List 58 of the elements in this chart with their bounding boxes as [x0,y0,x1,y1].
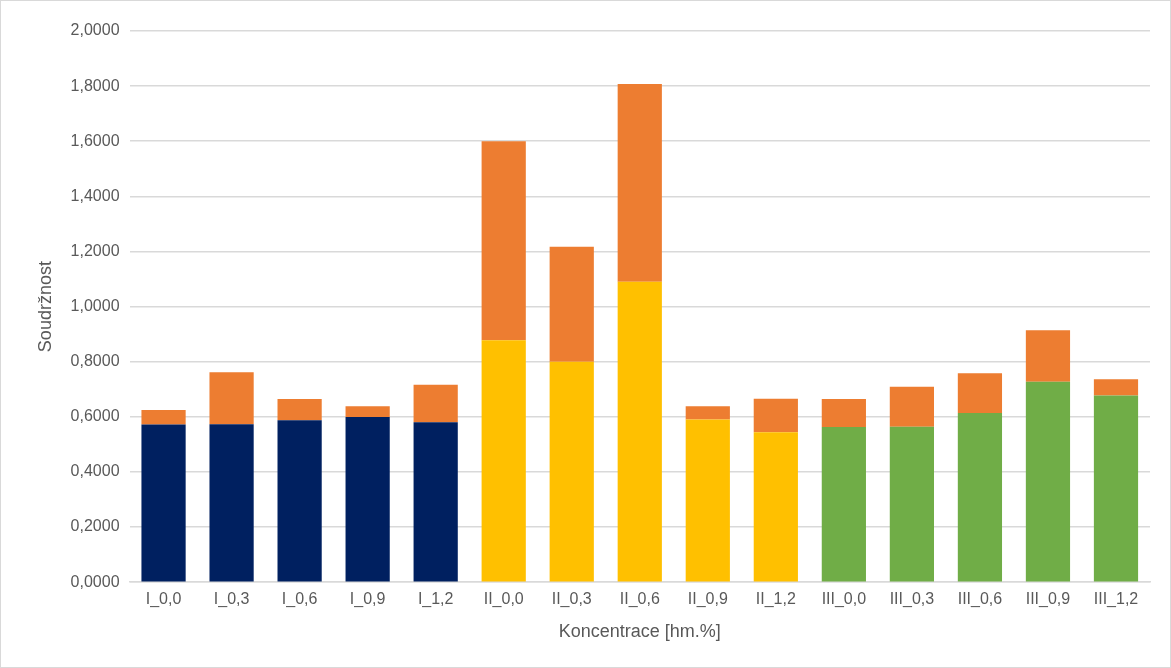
y-tick-label: 0,6000 [70,407,120,425]
x-tick-label: I_0,6 [281,590,318,609]
x-tick-label: III_0,3 [889,590,935,609]
bar [753,398,798,433]
x-tick-label: II_0,6 [619,590,660,609]
bar [957,373,1003,413]
x-tick-label: II_0,3 [551,590,592,609]
bar [549,361,594,582]
bar [821,427,866,582]
bar [345,406,390,418]
x-tick-label: I_0,3 [213,590,250,609]
bar [889,386,934,427]
bar [1025,330,1071,382]
bar [685,419,730,582]
y-tick-label: 1,4000 [70,186,120,204]
bar [141,409,186,425]
bar [617,83,662,282]
bar [957,412,1003,582]
x-tick-label: I_0,9 [349,590,386,609]
y-tick-label: 0,4000 [70,462,120,480]
bar [481,340,526,582]
y-tick-label: 1,0000 [70,297,120,315]
y-tick-label: 0,8000 [70,352,120,370]
y-tick-label: 1,2000 [70,241,120,259]
x-tick-label: II_0,0 [483,590,524,609]
y-tick-label: 2,0000 [70,21,120,39]
bar [277,398,322,421]
bar [685,406,730,420]
x-axis-title: Koncentrace [hm.%] [558,621,721,642]
x-tick-label: I_1,2 [417,590,454,609]
x-tick-label: III_1,2 [1093,590,1139,609]
bar [141,424,186,582]
bar [413,384,458,423]
x-tick-label: II_1,2 [755,590,796,609]
bar [549,246,594,362]
x-tick-label: III_0,6 [957,590,1003,609]
x-tick-label: III_0,0 [821,590,867,609]
y-tick-label: 1,6000 [70,131,120,149]
y-tick-label: 0,0000 [70,572,120,590]
bar [413,422,458,582]
y-axis-title: Soudržnost [34,261,55,353]
bar [617,281,662,582]
bar [821,398,866,428]
bar [753,432,798,582]
bar [277,420,322,582]
x-tick-label: III_0,9 [1025,590,1071,609]
bar [1093,395,1139,582]
bar [481,141,526,341]
bar [209,372,254,425]
x-tick-label: I_0,0 [145,590,182,609]
bar [345,417,390,582]
y-tick-label: 0,2000 [70,517,120,535]
y-tick-label: 1,8000 [70,76,120,94]
bar [1093,379,1139,396]
bar [209,424,254,582]
bar [1025,381,1071,582]
bar [889,426,934,582]
x-tick-label: II_0,9 [687,590,728,609]
